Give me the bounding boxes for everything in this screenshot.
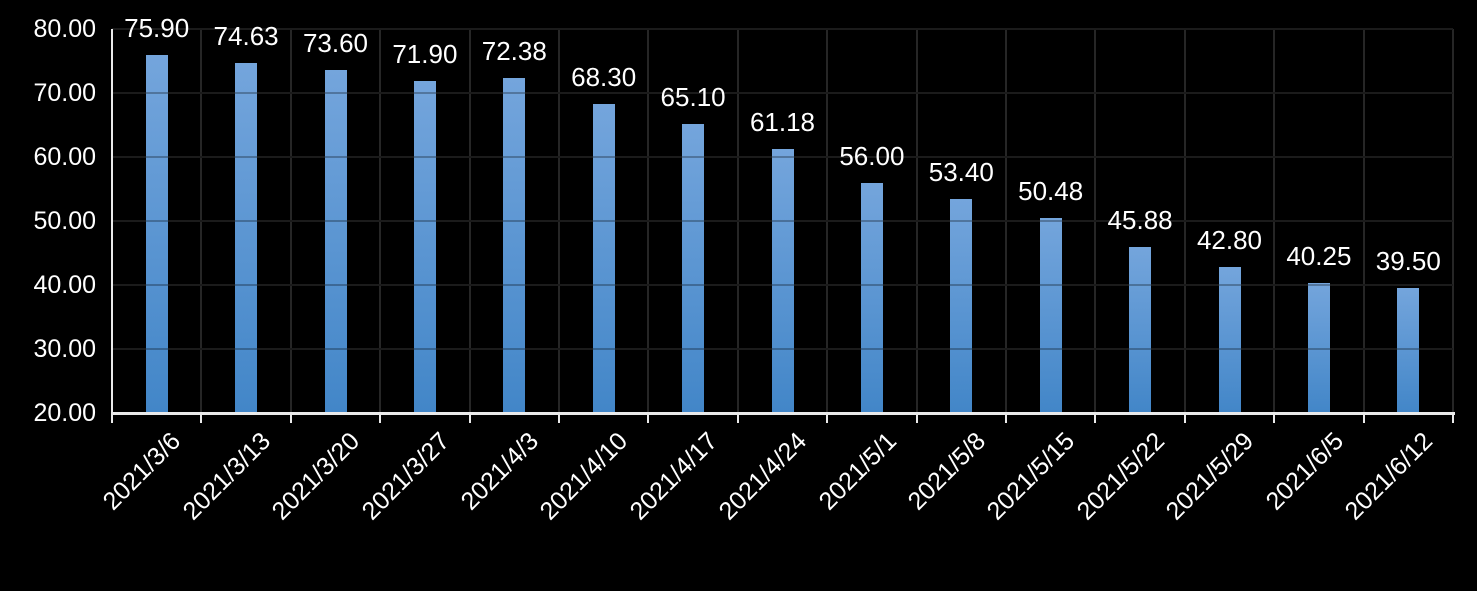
- bar: [1129, 247, 1152, 413]
- x-axis-category-label: 2021/5/15: [982, 427, 1081, 526]
- y-axis-tick-label: 60.00: [33, 143, 96, 171]
- bar-data-label: 71.90: [392, 38, 458, 69]
- bar-data-label: 42.80: [1196, 225, 1263, 256]
- bar: [771, 149, 794, 413]
- bar-data-label: 56.00: [839, 140, 905, 171]
- bar: [145, 55, 168, 413]
- x-axis-tick: [1094, 414, 1097, 423]
- bar: [503, 77, 526, 413]
- x-axis-tick: [468, 414, 471, 423]
- x-axis-tick: [826, 414, 829, 423]
- bar-data-label: 45.88: [1107, 205, 1173, 236]
- x-axis-category-label: 2021/5/8: [902, 427, 992, 516]
- bar-data-label: 68.30: [571, 61, 637, 92]
- bar: [1218, 267, 1241, 413]
- vertical-gridline: [1452, 29, 1454, 413]
- bar-data-label: 65.10: [660, 82, 726, 113]
- y-axis-tick-label: 20.00: [33, 399, 96, 427]
- bar: [235, 63, 258, 413]
- x-axis-tick: [289, 414, 292, 423]
- x-axis-tick: [1273, 414, 1276, 423]
- bar-data-label: 73.60: [302, 27, 369, 58]
- y-axis-line: [111, 29, 113, 415]
- x-axis-tick: [1005, 414, 1007, 423]
- bar-data-label: 74.63: [213, 21, 279, 52]
- x-axis-category-label: 2021/5/22: [1071, 427, 1170, 526]
- x-axis-category-label: 2021/3/27: [356, 427, 455, 526]
- x-axis-tick: [558, 414, 560, 423]
- bar: [324, 69, 347, 413]
- horizontal-gridline-overlay: [112, 28, 1453, 30]
- x-axis-tick: [200, 414, 203, 423]
- bar-data-label: 61.18: [749, 107, 816, 138]
- bar: [682, 124, 705, 413]
- bar-data-label: 75.90: [124, 13, 190, 44]
- x-axis-category-label: 2021/3/6: [97, 427, 187, 516]
- bar: [1039, 217, 1062, 413]
- horizontal-gridline: [112, 92, 1453, 94]
- bar-data-label: 50.48: [1018, 175, 1084, 206]
- bar: [1397, 288, 1420, 413]
- bar: [1307, 283, 1330, 413]
- horizontal-gridline-overlay: [112, 284, 1453, 286]
- bar: [592, 103, 615, 413]
- bar: [413, 80, 436, 413]
- horizontal-gridline-overlay: [112, 156, 1453, 158]
- x-axis-category-label: 2021/4/10: [535, 427, 634, 526]
- y-axis-tick-label: 40.00: [33, 271, 96, 299]
- y-axis-tick-label: 30.00: [33, 335, 96, 363]
- x-axis-category-label: 2021/6/5: [1260, 427, 1349, 516]
- x-axis-tick: [1362, 414, 1365, 423]
- x-axis-category-label: 2021/5/1: [813, 427, 902, 516]
- x-axis-category-label: 2021/3/20: [266, 427, 366, 526]
- x-axis-category-label: 2021/4/3: [455, 427, 545, 516]
- x-axis-category-label: 2021/5/29: [1160, 427, 1260, 526]
- x-axis-tick: [1183, 414, 1186, 423]
- x-axis-line: [112, 412, 1455, 415]
- x-axis-tick: [379, 414, 382, 423]
- bar-data-label: 39.50: [1375, 246, 1441, 277]
- x-axis-category-label: 2021/6/12: [1339, 427, 1439, 526]
- y-axis-tick-label: 80.00: [33, 15, 96, 43]
- x-axis-category-label: 2021/4/24: [713, 427, 813, 526]
- horizontal-gridline-overlay: [112, 348, 1453, 350]
- y-axis-tick-label: 70.00: [33, 79, 96, 107]
- horizontal-gridline-overlay: [112, 92, 1453, 94]
- x-axis-tick: [111, 414, 113, 423]
- x-axis-tick: [915, 414, 918, 423]
- x-axis-category-label: 2021/3/13: [177, 427, 276, 526]
- bar-data-label: 53.40: [928, 157, 994, 188]
- x-axis-category-label: 2021/4/17: [624, 427, 723, 526]
- horizontal-gridline-overlay: [112, 220, 1453, 222]
- x-axis-tick: [647, 414, 650, 423]
- bar-data-label: 72.38: [481, 35, 547, 66]
- bar: [860, 182, 883, 413]
- y-axis-tick-label: 50.00: [33, 207, 96, 235]
- bar: [950, 199, 973, 413]
- x-axis-tick: [736, 414, 739, 423]
- horizontal-gridline: [112, 28, 1453, 30]
- x-axis-tick: [1452, 414, 1454, 423]
- bar-data-label: 40.25: [1286, 241, 1352, 272]
